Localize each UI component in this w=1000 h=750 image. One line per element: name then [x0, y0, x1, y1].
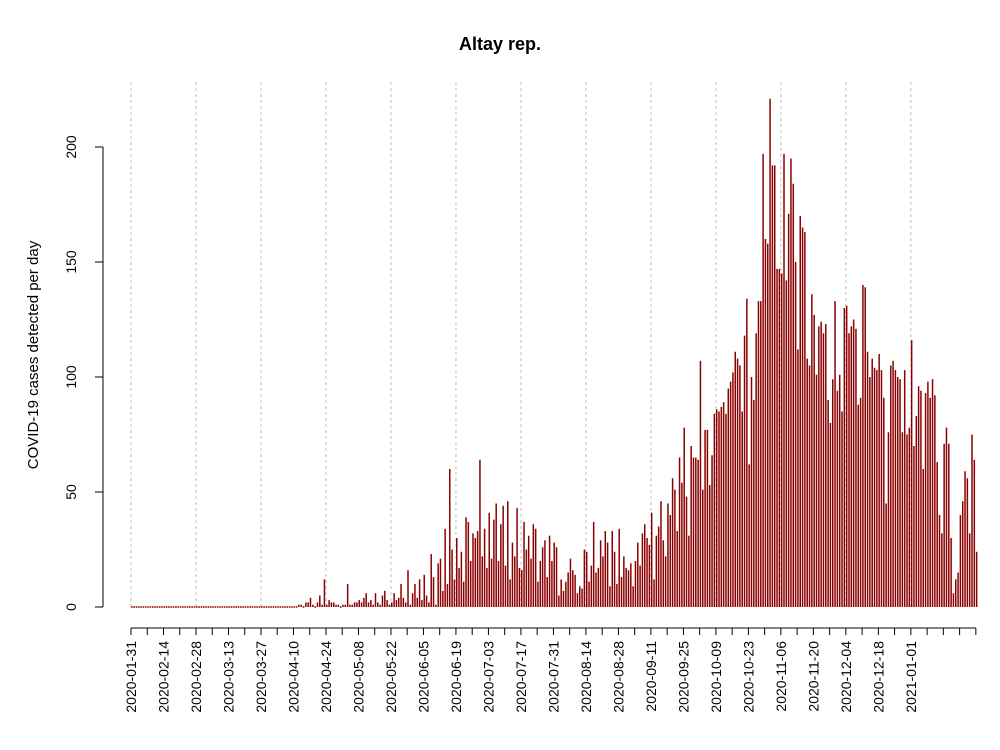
- x-tick-label: 2020-02-28: [188, 641, 204, 713]
- x-tick-label: 2020-03-13: [220, 641, 236, 713]
- x-tick-label: 2020-06-05: [415, 641, 431, 713]
- y-axis: 0 50 100 150 200: [63, 135, 104, 611]
- x-tick-label: 2020-05-08: [350, 641, 366, 713]
- x-tick-label: 2020-09-25: [675, 641, 691, 713]
- x-tick-label: 2020-10-23: [740, 641, 756, 713]
- x-tick-label: 2020-09-11: [643, 641, 659, 712]
- x-tick-label: 2020-04-24: [318, 641, 334, 713]
- x-tick-label: 2020-01-31: [123, 641, 139, 713]
- x-tick-label: 2020-10-09: [708, 641, 724, 713]
- bar-series: [131, 98, 978, 608]
- x-tick-label: 2020-08-14: [578, 641, 594, 713]
- x-tick-label: 2020-11-06: [773, 641, 789, 712]
- y-tick-label: 200: [63, 135, 79, 159]
- x-tick-label: 2020-05-22: [383, 641, 399, 713]
- y-tick-label: 100: [63, 365, 79, 389]
- y-tick-label: 0: [63, 603, 79, 611]
- x-tick-label: 2020-02-14: [155, 641, 171, 713]
- x-axis: 2020-01-31 2020-02-14 2020-02-28 2020-03-13…: [123, 627, 977, 713]
- x-tick-label: 2020-07-17: [513, 641, 529, 713]
- y-tick-label: 50: [63, 484, 79, 500]
- x-tick-label: 2020-12-04: [838, 641, 854, 713]
- x-tick-label: 2020-12-18: [870, 641, 886, 713]
- x-tick-label: 2020-07-03: [480, 641, 496, 713]
- x-tick-label: 2020-11-20: [805, 641, 821, 712]
- x-tick-label: 2020-03-27: [253, 641, 269, 713]
- x-tick-label: 2021-01-01: [903, 641, 919, 713]
- chart-title: Altay rep.: [459, 34, 541, 54]
- x-tick-label: 2020-08-28: [610, 641, 626, 713]
- x-tick-label: 2020-06-19: [448, 641, 464, 713]
- x-tick-label: 2020-04-10: [285, 641, 301, 713]
- x-tick-label: 2020-07-31: [545, 641, 561, 713]
- y-axis-label: COVID-19 cases detected per day: [25, 240, 42, 469]
- y-tick-label: 150: [63, 250, 79, 274]
